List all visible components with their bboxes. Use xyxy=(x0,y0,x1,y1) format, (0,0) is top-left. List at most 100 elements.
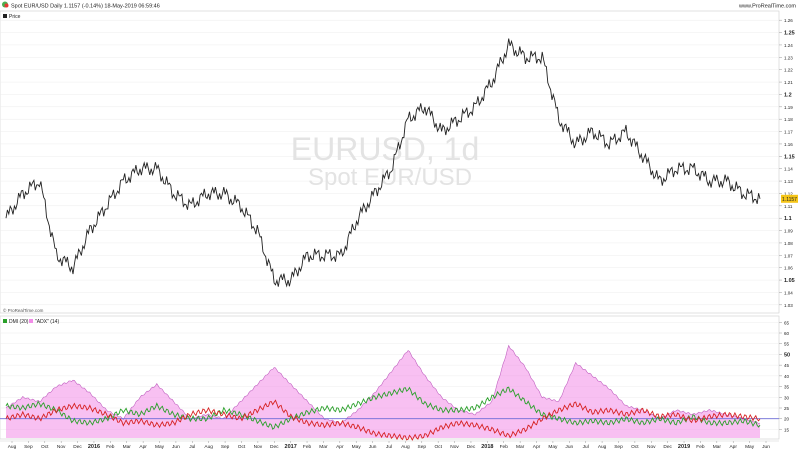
price-y-tick-label: 1.14 xyxy=(784,167,793,172)
x-axis-label: Jul xyxy=(189,444,195,450)
x-axis-label: Jun xyxy=(565,444,573,450)
price-panel-frame xyxy=(0,10,780,314)
indicator-y-tick-label: 65 xyxy=(784,320,790,325)
watermark-symbol: EURUSD, 1d xyxy=(291,131,480,167)
price-y-tick-label: 1.1 xyxy=(784,216,792,222)
x-axis-label: 2017 xyxy=(285,444,297,450)
price-y-tick-label: 1.06 xyxy=(784,266,793,271)
price-y-tick-label: 1.11 xyxy=(784,204,793,209)
x-axis-label: Apr xyxy=(336,444,344,450)
price-y-tick-label: 1.07 xyxy=(784,253,793,258)
price-legend: Price xyxy=(3,14,21,20)
price-grid xyxy=(0,19,779,306)
indicator-y-tick-label: 25 xyxy=(784,406,790,411)
price-y-axis: 1.26 1.25 1.24 1.23 1.22 1.21 1.2 1.19 1.18 1.17 1… xyxy=(779,18,795,308)
dmi-plus-line xyxy=(5,386,761,430)
x-axis-label: May xyxy=(745,444,755,450)
price-y-tick-label: 1.12 xyxy=(784,191,793,196)
indicator-y-tick-label: 40 xyxy=(784,374,790,379)
watermark-name: Spot EUR/USD xyxy=(308,164,472,191)
dmi-legend-label: DMI (20) xyxy=(9,319,29,325)
price-y-tick-label: 1.04 xyxy=(784,290,793,295)
x-axis-label: Oct xyxy=(434,444,442,450)
indicator-legend: DMI (20) "ADX" (14) xyxy=(3,319,59,325)
price-legend-label: Price xyxy=(9,14,21,20)
x-axis-label: Jun xyxy=(762,444,770,450)
x-axis-label: May xyxy=(155,444,165,450)
x-axis-label: Feb xyxy=(500,444,509,450)
price-y-tick-label: 1.19 xyxy=(784,105,793,110)
x-axis-label: Aug xyxy=(598,444,607,450)
price-y-tick-label: 1.18 xyxy=(784,117,793,122)
brand-label: www.ProRealTime.com xyxy=(738,4,796,10)
x-axis-label: Mar xyxy=(319,444,328,450)
price-legend-swatch xyxy=(3,14,7,18)
price-watermark: EURUSD, 1d Spot EUR/USD xyxy=(291,131,480,191)
price-y-tick-label: 1.26 xyxy=(784,18,793,23)
x-axis-label: Aug xyxy=(8,444,17,450)
indicator-y-axis: 65 60 55 50 45 40 35 30 25 20 15 xyxy=(779,320,790,432)
price-y-tick-label: 1.15 xyxy=(784,154,795,160)
chart-title: Spot EUR/USD Daily 1.1157 (-0.14%) 18-Ma… xyxy=(11,4,160,10)
x-axis-label: Dec xyxy=(467,444,476,450)
x-axis-label: Jul xyxy=(386,444,392,450)
indicator-panel-frame xyxy=(0,315,780,440)
x-axis-label: May xyxy=(548,444,558,450)
dmi-legend-swatch xyxy=(3,319,7,323)
chart-header: Spot EUR/USD Daily 1.1157 (-0.14%) 18-Ma… xyxy=(2,1,796,10)
x-axis-label: Nov xyxy=(647,444,656,450)
price-y-tick-label: 1.08 xyxy=(784,241,793,246)
price-y-tick-label: 1.13 xyxy=(784,179,793,184)
indicator-y-tick-label: 15 xyxy=(784,427,790,432)
x-axis-label: Nov xyxy=(254,444,263,450)
x-axis-label: Oct xyxy=(238,444,246,450)
x-axis-label: Jul xyxy=(583,444,589,450)
x-axis-label: Dec xyxy=(663,444,672,450)
x-axis-label: Jun xyxy=(369,444,377,450)
x-axis: Aug Sep Oct Nov Dec 2016 Feb Mar Apr May Jun Jul Aug… xyxy=(8,441,770,450)
x-axis-label: Feb xyxy=(303,444,312,450)
x-axis-label: Feb xyxy=(696,444,705,450)
indicator-y-tick-label: 60 xyxy=(784,331,790,336)
price-y-tick-label: 1.05 xyxy=(784,278,795,284)
price-series-line xyxy=(5,38,761,288)
adx-line xyxy=(5,344,761,424)
adx-legend-label: "ADX" (14) xyxy=(35,319,59,325)
price-y-tick-label: 1.21 xyxy=(784,80,793,85)
price-y-tick-label: 1.03 xyxy=(784,303,793,308)
price-y-tick-label: 1.17 xyxy=(784,130,793,135)
adx-area xyxy=(6,345,760,438)
dmi-minus-line xyxy=(5,399,761,442)
x-axis-label: Jun xyxy=(172,444,180,450)
indicator-y-tick-label: 45 xyxy=(784,363,790,368)
indicator-y-tick-label: 55 xyxy=(784,342,790,347)
x-axis-label: Nov xyxy=(57,444,66,450)
x-axis-label: Dec xyxy=(73,444,82,450)
x-axis-label: 2016 xyxy=(88,444,100,450)
x-axis-label: Aug xyxy=(204,444,213,450)
x-axis-label: Mar xyxy=(516,444,525,450)
adx-legend-swatch xyxy=(29,319,33,323)
x-axis-label: Apr xyxy=(139,444,147,450)
x-axis-label: Sep xyxy=(221,444,230,450)
indicator-y-tick-label: 35 xyxy=(784,385,790,390)
credit-label: © ProRealTime.com xyxy=(3,307,44,313)
price-y-tick-label: 1.25 xyxy=(784,31,795,37)
x-axis-label: Sep xyxy=(614,444,623,450)
price-y-tick-label: 1.22 xyxy=(784,68,793,73)
x-axis-label: May xyxy=(352,444,362,450)
x-axis-label: Oct xyxy=(41,444,49,450)
price-y-tick-label: 1.24 xyxy=(784,43,793,48)
x-axis-label: Apr xyxy=(533,444,541,450)
price-y-tick-label: 1.16 xyxy=(784,142,793,147)
x-axis-label: Sep xyxy=(418,444,427,450)
x-axis-label: 2018 xyxy=(481,444,493,450)
indicator-y-tick-label: 20 xyxy=(784,417,790,422)
x-axis-label: 2019 xyxy=(678,444,690,450)
x-axis-label: Apr xyxy=(729,444,737,450)
indicator-y-tick-label: 30 xyxy=(784,395,790,400)
prorealtime-logo-icon xyxy=(2,1,9,8)
price-y-tick-label: 1.2 xyxy=(784,92,792,98)
x-axis-label: Aug xyxy=(401,444,410,450)
